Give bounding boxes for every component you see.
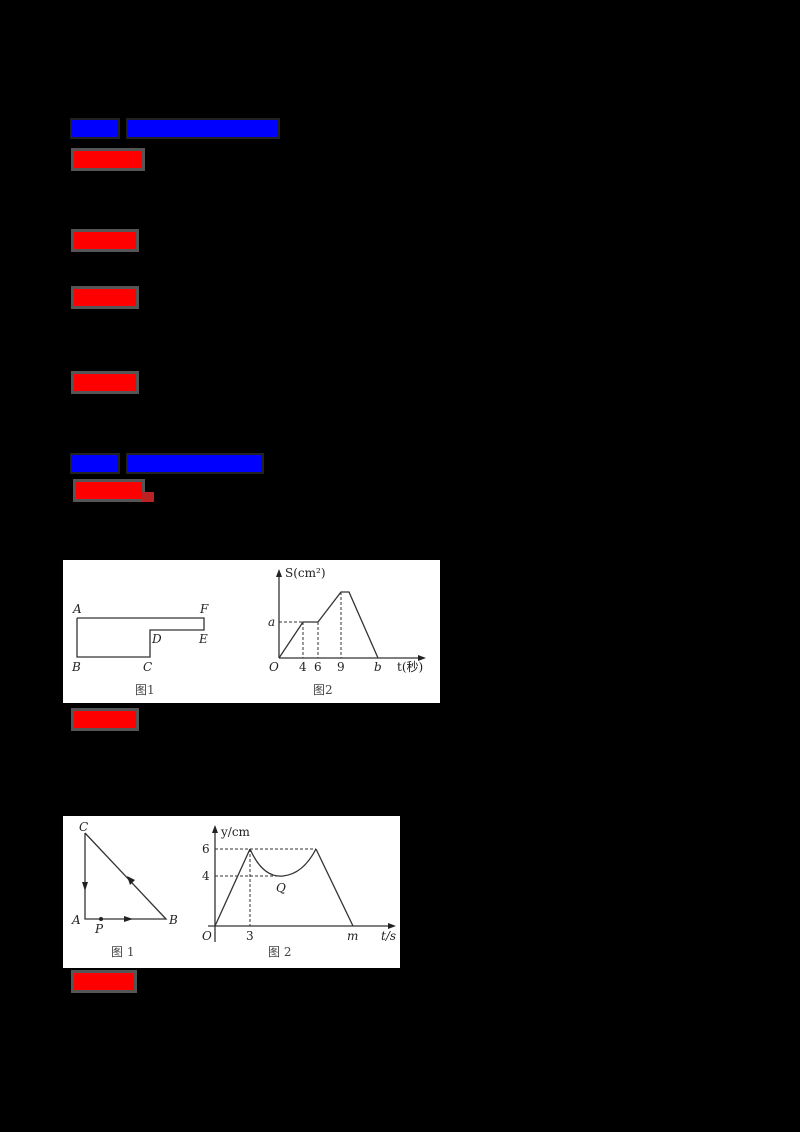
- vertex-b: B: [168, 913, 178, 927]
- variant-label: 【变式2】: [74, 232, 136, 249]
- figure-2-curve: [278, 591, 379, 659]
- section-2-tag: 题型02: [72, 455, 118, 472]
- section-1-tag: 题型01: [72, 120, 118, 137]
- x-axis-label: t(秒): [397, 660, 423, 674]
- figure-2-caption: 图2: [313, 683, 333, 697]
- y-tick-4: 4: [202, 869, 210, 883]
- figure-1-caption: 图1: [135, 683, 155, 697]
- x-tick: 9: [337, 660, 345, 674]
- figure-panel-2: C A B P 图 1 y/cm 6 4 Q O 3 m t/s 图 2: [63, 816, 400, 968]
- arrow-up-left-icon: [127, 876, 135, 885]
- point-p: P: [94, 922, 104, 936]
- label-shadow: [142, 492, 154, 502]
- variant-label: 【变式1】: [76, 482, 142, 499]
- arrow-right-icon: [124, 916, 133, 922]
- x-tick: b: [374, 660, 382, 674]
- variant-label: 【变式3】: [74, 973, 134, 990]
- y-axis-label: S(cm²): [285, 566, 326, 580]
- variant-label: 【变式1】: [74, 151, 142, 168]
- variant-label: 【变式3】: [74, 289, 136, 306]
- vertex-d: D: [151, 632, 162, 646]
- figure-2-axes: [208, 825, 396, 942]
- figure-1-triangle: [82, 832, 168, 922]
- vertex-c: C: [143, 660, 152, 674]
- x-tick: 6: [314, 660, 322, 674]
- y-axis-label: y/cm: [220, 825, 251, 839]
- origin-label: O: [269, 660, 279, 674]
- x-axis-label: t/s: [381, 929, 396, 943]
- origin-label: O: [202, 929, 212, 943]
- figure-2-caption: 图 2: [268, 945, 291, 959]
- x-tick-3: 3: [246, 929, 254, 943]
- variant-label: 【变式2】: [74, 711, 136, 728]
- y-tick-a: a: [268, 615, 275, 629]
- section-2-title: 动点问题的图象分析: [128, 455, 262, 472]
- figure-2-axes: [276, 569, 426, 661]
- point-q: Q: [276, 881, 286, 895]
- arrow-down-icon: [82, 882, 88, 891]
- vertex-e: E: [198, 632, 208, 646]
- vertex-a: A: [71, 913, 81, 927]
- y-tick-6: 6: [202, 842, 210, 856]
- x-tick-m: m: [347, 929, 358, 943]
- vertex-a: A: [72, 602, 82, 616]
- figure-1-polygon: [76, 617, 205, 658]
- vertex-f: F: [199, 602, 209, 616]
- variant-label: 【变式4】: [74, 374, 136, 391]
- x-tick: 4: [299, 660, 307, 674]
- vertex-b: B: [71, 660, 81, 674]
- section-1-title: 动点问题的函数图象: [128, 120, 278, 137]
- figure-2-curve: [214, 848, 354, 927]
- figure-1-caption: 图 1: [111, 945, 134, 959]
- figure-panel-1: A B C D E F 图1 S(cm²) a O 4 6 9 b t(秒) 图…: [63, 560, 440, 703]
- point-p-dot: [99, 917, 103, 921]
- vertex-c: C: [79, 820, 88, 834]
